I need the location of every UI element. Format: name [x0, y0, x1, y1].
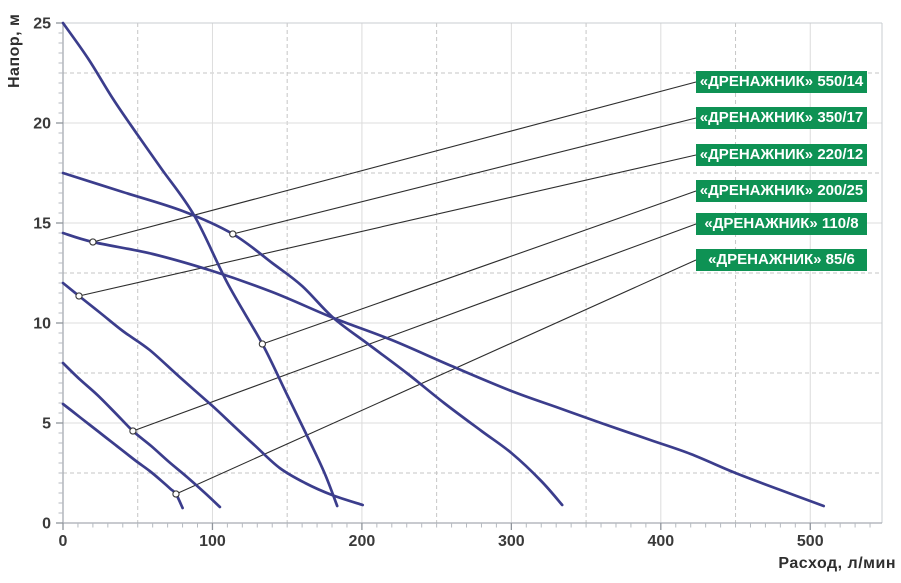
- pump-curve: [61, 281, 365, 507]
- callout-line: [262, 190, 697, 345]
- series-label-220-12: «ДРЕНАЖНИК» 220/12: [696, 144, 867, 166]
- callout-marker: [129, 427, 137, 435]
- callout-marker: [229, 230, 237, 238]
- series-label-550-14: «ДРЕНАЖНИК» 550/14: [696, 71, 867, 93]
- callout-marker: [172, 490, 180, 498]
- y-axis-title: Напор, м: [6, 13, 23, 88]
- series-label-200-25: «ДРЕНАЖНИК» 200/25: [696, 180, 867, 202]
- pump-curve: [61, 361, 222, 509]
- callout-line: [92, 81, 697, 243]
- series-label-350-17: «ДРЕНАЖНИК» 350/17: [696, 107, 867, 129]
- callout-line: [232, 117, 697, 235]
- y-tick-label: 10: [33, 316, 51, 333]
- y-tick-label: 15: [33, 216, 51, 233]
- y-tick-label: 0: [42, 516, 51, 533]
- pump-curve: [61, 21, 339, 508]
- callout-line: [132, 223, 697, 432]
- callout-marker: [75, 292, 83, 300]
- x-axis-title: Расход, л/мин: [778, 555, 896, 572]
- x-tick-label: 300: [498, 533, 525, 550]
- series-label-85-6: «ДРЕНАЖНИК» 85/6: [696, 249, 867, 271]
- pump-curve: [61, 402, 184, 510]
- pump-curve: [61, 171, 564, 507]
- pump-curve: [61, 231, 826, 508]
- y-tick-label: 5: [42, 416, 51, 433]
- callout-line: [175, 259, 697, 495]
- y-tick-label: 20: [33, 116, 51, 133]
- x-tick-label: 400: [647, 533, 674, 550]
- callout-marker: [258, 340, 267, 348]
- callout-marker: [89, 238, 97, 246]
- x-tick-label: 500: [797, 533, 824, 550]
- x-tick-label: 200: [349, 533, 376, 550]
- callout-line: [78, 154, 697, 297]
- y-tick-label: 25: [33, 16, 51, 33]
- x-tick-label: 0: [59, 533, 68, 550]
- x-tick-label: 100: [199, 533, 226, 550]
- series-label-110-8: «ДРЕНАЖНИК» 110/8: [696, 213, 867, 235]
